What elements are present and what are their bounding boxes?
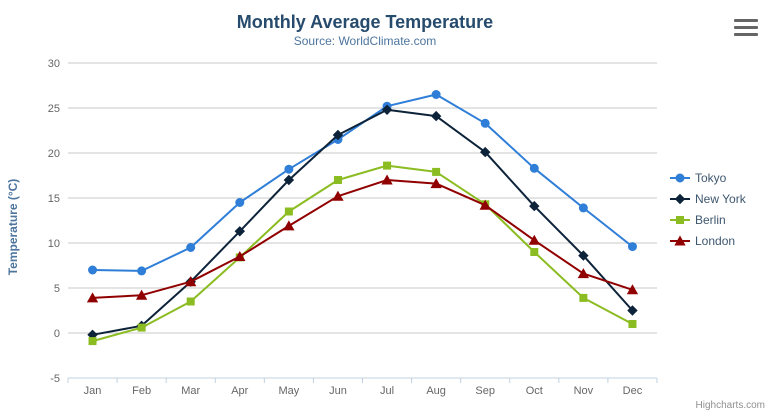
data-point-marker[interactable] (528, 234, 540, 245)
data-point-marker[interactable] (88, 265, 98, 275)
legend-item-london[interactable]: London (670, 230, 746, 251)
data-point-marker[interactable] (530, 248, 539, 256)
legend-item-new-york[interactable]: New York (670, 188, 746, 209)
legend-marker-symbol[interactable] (674, 193, 686, 204)
xaxis-category-label: Mar (181, 385, 200, 397)
data-point-marker[interactable] (332, 190, 344, 201)
data-point-marker[interactable] (186, 243, 196, 252)
chart-title: Monthly Average Temperature (236, 12, 494, 32)
data-point-marker[interactable] (383, 161, 392, 170)
hamburger-bar (734, 19, 758, 23)
data-point-marker[interactable] (529, 200, 540, 212)
hamburger-bar (734, 25, 758, 30)
xaxis-category-label: Feb (132, 385, 151, 397)
xaxis-category-label: Nov (574, 385, 594, 397)
yaxis-tick-label: 30 (48, 58, 60, 70)
legend-marker-symbol[interactable] (676, 215, 684, 224)
data-point-marker[interactable] (86, 292, 99, 303)
series-line[interactable] (91, 179, 634, 299)
data-point-marker[interactable] (284, 164, 294, 174)
data-point-marker[interactable] (332, 129, 344, 141)
data-point-marker[interactable] (186, 297, 195, 306)
data-point-marker[interactable] (381, 104, 393, 116)
legend-label: Berlin (695, 212, 726, 227)
data-point-marker[interactable] (430, 178, 442, 189)
data-point-marker[interactable] (529, 163, 539, 173)
data-point-marker[interactable] (137, 323, 146, 332)
data-point-marker[interactable] (480, 146, 491, 158)
series-new-york (87, 104, 638, 341)
series-line[interactable] (91, 108, 634, 336)
xaxis-category-label: Sep (475, 385, 495, 397)
chart-subtitle: Source: WorldClimate.com (293, 34, 437, 48)
legend-label: London (695, 233, 736, 248)
legend-marker-symbol[interactable] (675, 173, 685, 182)
legend-label: Tokyo (695, 170, 727, 185)
yaxis-tick-label: -5 (50, 373, 60, 385)
data-point-marker[interactable] (234, 226, 245, 237)
yaxis-tick-label: 15 (48, 193, 60, 205)
data-point-marker[interactable] (381, 174, 393, 185)
yaxis-tick-label: 10 (48, 238, 60, 250)
data-point-marker[interactable] (333, 176, 342, 184)
series-tokyo (88, 90, 637, 276)
series-line[interactable] (91, 164, 634, 343)
data-point-marker[interactable] (627, 305, 638, 316)
xaxis-category-label: May (278, 385, 299, 397)
xaxis-category-label: Jan (84, 385, 102, 397)
triangle-legend-marker-icon (670, 234, 690, 245)
data-point-marker[interactable] (431, 90, 441, 99)
diamond-legend-marker-icon (670, 193, 690, 204)
xaxis-category-label: Dec (623, 385, 643, 397)
xaxis-category-label: Apr (231, 385, 248, 397)
yaxis-tick-label: 25 (48, 103, 60, 115)
legend-item-tokyo[interactable]: Tokyo (670, 167, 746, 188)
data-point-marker[interactable] (137, 266, 147, 276)
xaxis-category-label: Jun (329, 385, 347, 397)
data-point-marker[interactable] (627, 242, 637, 252)
xaxis-category-label: Oct (526, 385, 543, 397)
hamburger-menu-icon[interactable] (734, 19, 758, 36)
data-point-marker[interactable] (479, 199, 491, 210)
square-legend-marker-icon (670, 215, 690, 224)
data-point-marker[interactable] (578, 250, 589, 261)
xaxis-category-label: Aug (426, 385, 446, 397)
xaxis-category-label: Jul (380, 385, 394, 397)
data-point-marker[interactable] (283, 220, 295, 231)
data-point-marker[interactable] (135, 289, 148, 300)
series-line[interactable] (91, 93, 634, 272)
data-point-marker[interactable] (88, 337, 97, 346)
data-point-marker[interactable] (430, 110, 442, 122)
yaxis-tick-label: 0 (54, 328, 60, 340)
data-point-marker[interactable] (577, 268, 590, 279)
data-point-marker[interactable] (628, 320, 637, 328)
data-point-marker[interactable] (480, 118, 490, 128)
legend: Tokyo New York Berlin London (670, 167, 746, 251)
yaxis-title: Temperature (°C) (6, 178, 20, 276)
data-point-marker[interactable] (283, 174, 295, 186)
legend-item-berlin[interactable]: Berlin (670, 209, 746, 230)
circle-legend-marker-icon (670, 173, 690, 182)
data-point-marker[interactable] (626, 284, 639, 295)
hamburger-bar (734, 32, 758, 36)
yaxis-tick-label: 5 (54, 283, 60, 295)
data-point-marker[interactable] (185, 276, 197, 287)
yaxis-tick-label: 20 (48, 148, 60, 160)
highcharts-credit-link[interactable]: Highcharts.com (695, 400, 765, 411)
legend-marker-symbol[interactable] (674, 234, 686, 245)
legend-label: New York (695, 191, 746, 206)
data-point-marker[interactable] (234, 250, 246, 261)
data-point-marker[interactable] (432, 167, 441, 176)
series-london (86, 174, 639, 303)
data-point-marker[interactable] (235, 198, 245, 207)
data-point-marker[interactable] (579, 293, 588, 302)
data-point-marker[interactable] (284, 207, 293, 216)
data-point-marker[interactable] (578, 203, 588, 213)
